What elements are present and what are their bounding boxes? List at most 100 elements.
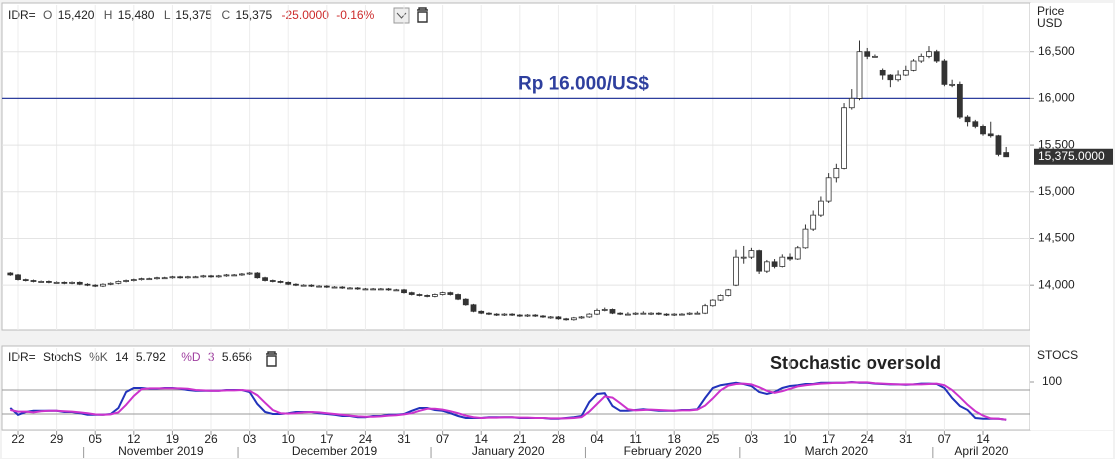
candle-body	[833, 168, 840, 179]
candle-body	[679, 313, 685, 316]
candle-body	[316, 285, 323, 288]
candle-body	[686, 312, 693, 315]
month-label: April 2020	[954, 444, 1008, 458]
x-tick-label: 29	[50, 432, 64, 446]
price-header: IDR= O 15,420 H 15,480 L 15,375 C 15,375…	[8, 8, 375, 22]
candle-body	[7, 272, 14, 276]
candle-body	[702, 305, 708, 314]
x-tick-label: 03	[243, 432, 257, 446]
candle-body	[184, 276, 191, 279]
candle-body	[439, 292, 446, 295]
candle-body	[223, 274, 230, 277]
candle-body	[38, 281, 45, 283]
x-tick-label: 14	[475, 432, 489, 446]
candle-body	[956, 83, 963, 118]
x-tick-label: 19	[166, 432, 180, 446]
candle-body	[92, 284, 99, 287]
y-tick-label: 14,500	[1038, 231, 1075, 245]
y-tick-label: 15,500	[1038, 137, 1075, 151]
candle-body	[30, 280, 37, 282]
candle-body	[138, 278, 145, 281]
x-tick-label: 31	[899, 432, 913, 446]
candle-body	[208, 275, 214, 278]
candle-body	[926, 51, 932, 57]
candle-body	[578, 316, 585, 319]
candle-body	[115, 281, 122, 284]
x-tick-label: 25	[706, 432, 720, 446]
candle-body	[671, 313, 678, 316]
candle-body	[308, 284, 315, 287]
ohlc-name: H	[104, 8, 113, 22]
candle-body	[725, 289, 732, 296]
k-period: 14	[115, 350, 129, 364]
x-tick-label: 17	[822, 432, 836, 446]
y-axis-label: Price	[1037, 4, 1065, 18]
x-tick-label: 10	[783, 432, 797, 446]
x-tick-label: 28	[552, 432, 566, 446]
change: -25.0000	[282, 8, 330, 22]
x-tick-label: 07	[436, 432, 450, 446]
candle-body	[918, 55, 925, 62]
x-tick-label: 21	[513, 432, 527, 446]
candle-body	[146, 278, 153, 281]
ohlc-value: 15,420	[58, 8, 95, 22]
candle-body	[200, 275, 207, 278]
month-label: December 2019	[292, 444, 378, 458]
candle-body	[370, 288, 377, 291]
candle-body	[655, 312, 662, 315]
ohlc-name: L	[164, 8, 171, 22]
delete-button[interactable]	[417, 7, 428, 23]
candle-body	[563, 318, 570, 321]
candle-body	[354, 287, 361, 290]
x-tick-label: 24	[359, 432, 373, 446]
candle-body	[347, 287, 353, 290]
candle-body	[107, 282, 114, 285]
candle-body	[949, 83, 956, 86]
candle-body	[733, 256, 739, 286]
x-tick-label: 04	[590, 432, 604, 446]
candle-body	[810, 214, 817, 230]
ohlc-name: C	[221, 8, 230, 22]
candle-body	[740, 256, 747, 259]
legend-entry: %D	[181, 350, 201, 364]
candle-body	[254, 272, 261, 279]
candle-body	[362, 288, 369, 291]
x-tick-label: 14	[976, 432, 990, 446]
candle-body	[802, 228, 809, 249]
candle-body	[385, 288, 392, 291]
candle-body	[1003, 152, 1010, 158]
candle-body	[15, 274, 21, 280]
candle-body	[447, 292, 454, 295]
candle-body	[887, 74, 894, 81]
candle-body	[648, 312, 654, 315]
candle-body	[825, 177, 832, 202]
candle-body	[69, 281, 75, 284]
month-label: November 2019	[118, 444, 204, 458]
candle-body	[709, 299, 716, 307]
candle-body	[416, 294, 423, 296]
x-tick-label: 18	[668, 432, 682, 446]
dropdown-button[interactable]	[393, 7, 410, 24]
indicator: StochS	[43, 350, 82, 364]
candle-body	[987, 133, 994, 137]
series-line	[10, 381, 1007, 421]
candle-body	[331, 286, 338, 289]
candle-body	[779, 256, 786, 267]
delete-button[interactable]	[266, 351, 277, 367]
candle-body	[22, 279, 29, 281]
candle-body	[401, 289, 407, 294]
candle-body	[61, 281, 68, 284]
candle-body	[617, 312, 624, 315]
candle-body	[872, 55, 878, 58]
x-tick-label: 07	[938, 432, 952, 446]
candle-body	[640, 312, 647, 315]
y-tick-label: 100	[1042, 374, 1062, 388]
candle-body	[293, 283, 299, 286]
candle-body	[902, 69, 909, 76]
candle-body	[941, 60, 948, 85]
candle-body	[377, 288, 384, 291]
candle-body	[540, 315, 546, 318]
candle-body	[154, 277, 160, 280]
ohlc-name: O	[43, 8, 52, 22]
